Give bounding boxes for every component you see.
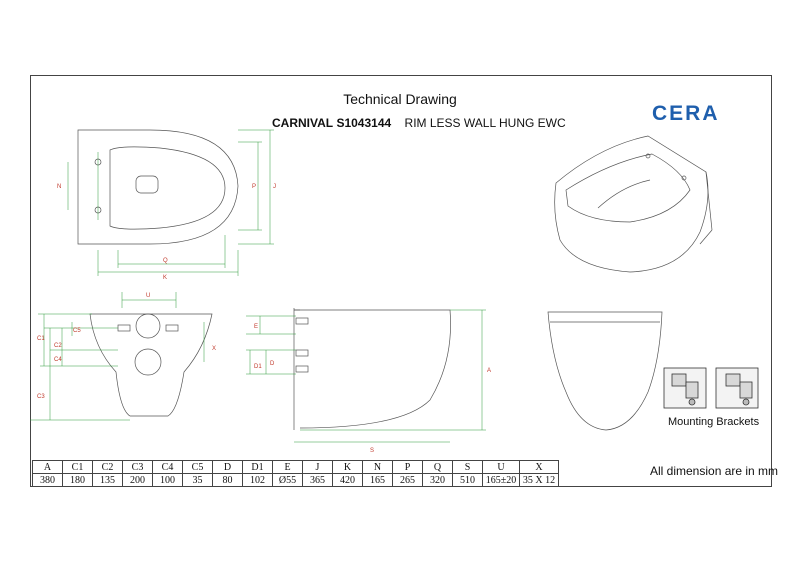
dimension-label-c1: C1 [37,336,45,342]
product-name: CARNIVAL [272,116,334,130]
table-value-cell: 420 [332,473,363,487]
drawing-frame [30,75,772,487]
front-view-drawing [547,311,663,431]
table-header-cell: C2 [92,460,123,474]
dimension-label-p: P [252,184,256,190]
table-value-cell: 80 [212,473,243,487]
dimension-label-s: S [370,448,374,454]
table-header-cell: C4 [152,460,183,474]
top-view-drawing [67,129,274,276]
table-header-cell: E [272,460,303,474]
table-value-cell: 180 [62,473,93,487]
page-title: Technical Drawing [343,91,457,107]
table-header-cell: X [519,460,559,474]
mounting-brackets-drawing [663,367,759,409]
product-subtitle: CARNIVAL S1043144 RIM LESS WALL HUNG EWC [272,116,566,130]
table-header-cell: C5 [182,460,213,474]
table-header-cell: K [332,460,363,474]
mounting-brackets-label: Mounting Brackets [668,416,760,428]
table-header-cell: N [362,460,393,474]
table-header-cell: P [392,460,423,474]
table-value-cell: Ø55 [272,473,303,487]
table-header-cell: U [482,460,520,474]
table-value-cell: 320 [422,473,453,487]
dimension-label-c5: C5 [73,328,81,334]
table-value-cell: 102 [242,473,273,487]
table-value-cell: 100 [152,473,183,487]
table-header-cell: A [32,460,63,474]
table-header-cell: D1 [242,460,273,474]
table-header-cell: C1 [62,460,93,474]
dimension-label-e: E [254,324,258,330]
table-value-cell: 200 [122,473,153,487]
dimension-label-j: J [273,184,276,190]
table-value-cell: 35 [182,473,213,487]
dimension-note: All dimension are in mm [650,464,779,478]
dimension-label-c4: C4 [54,357,62,363]
table-value-cell: 165 [362,473,393,487]
table-value-cell: 35 X 12 [519,473,559,487]
product-code: S1043144 [336,116,392,130]
dimension-label-n: N [57,184,61,190]
brand-logo: CERA [652,102,720,125]
table-value-cell: 135 [92,473,123,487]
dimension-label-d: D [270,361,275,367]
dimension-label-a: A [487,368,491,374]
table-value-cell: 510 [452,473,483,487]
perspective-view-drawing [554,135,713,273]
dimension-label-c2: C2 [54,343,62,349]
rear-view-drawing [30,292,213,421]
table-value-cell: 265 [392,473,423,487]
side-view-drawing [246,308,486,443]
dimension-table: A C1 C2 C3 C4 C5 D D1 E J K N P Q S U X … [32,460,559,487]
table-value-cell: 165±20 [482,473,520,487]
product-description: RIM LESS WALL HUNG EWC [404,116,566,130]
dimension-label-d1: D1 [254,364,262,370]
dimension-label-u: U [146,293,150,299]
table-header-cell: S [452,460,483,474]
dimension-label-c3: C3 [37,394,45,400]
dimension-label-k: K [163,275,167,281]
dimension-table-header-row: A C1 C2 C3 C4 C5 D D1 E J K N P Q S U X [32,460,559,474]
table-header-cell: C3 [122,460,153,474]
table-header-cell: J [302,460,333,474]
table-value-cell: 380 [32,473,63,487]
dimension-label-x: X [212,346,216,352]
table-value-cell: 365 [302,473,333,487]
dimension-table-value-row: 380 180 135 200 100 35 80 102 Ø55 365 42… [32,473,559,487]
dimension-label-q: Q [163,258,168,264]
table-header-cell: Q [422,460,453,474]
table-header-cell: D [212,460,243,474]
